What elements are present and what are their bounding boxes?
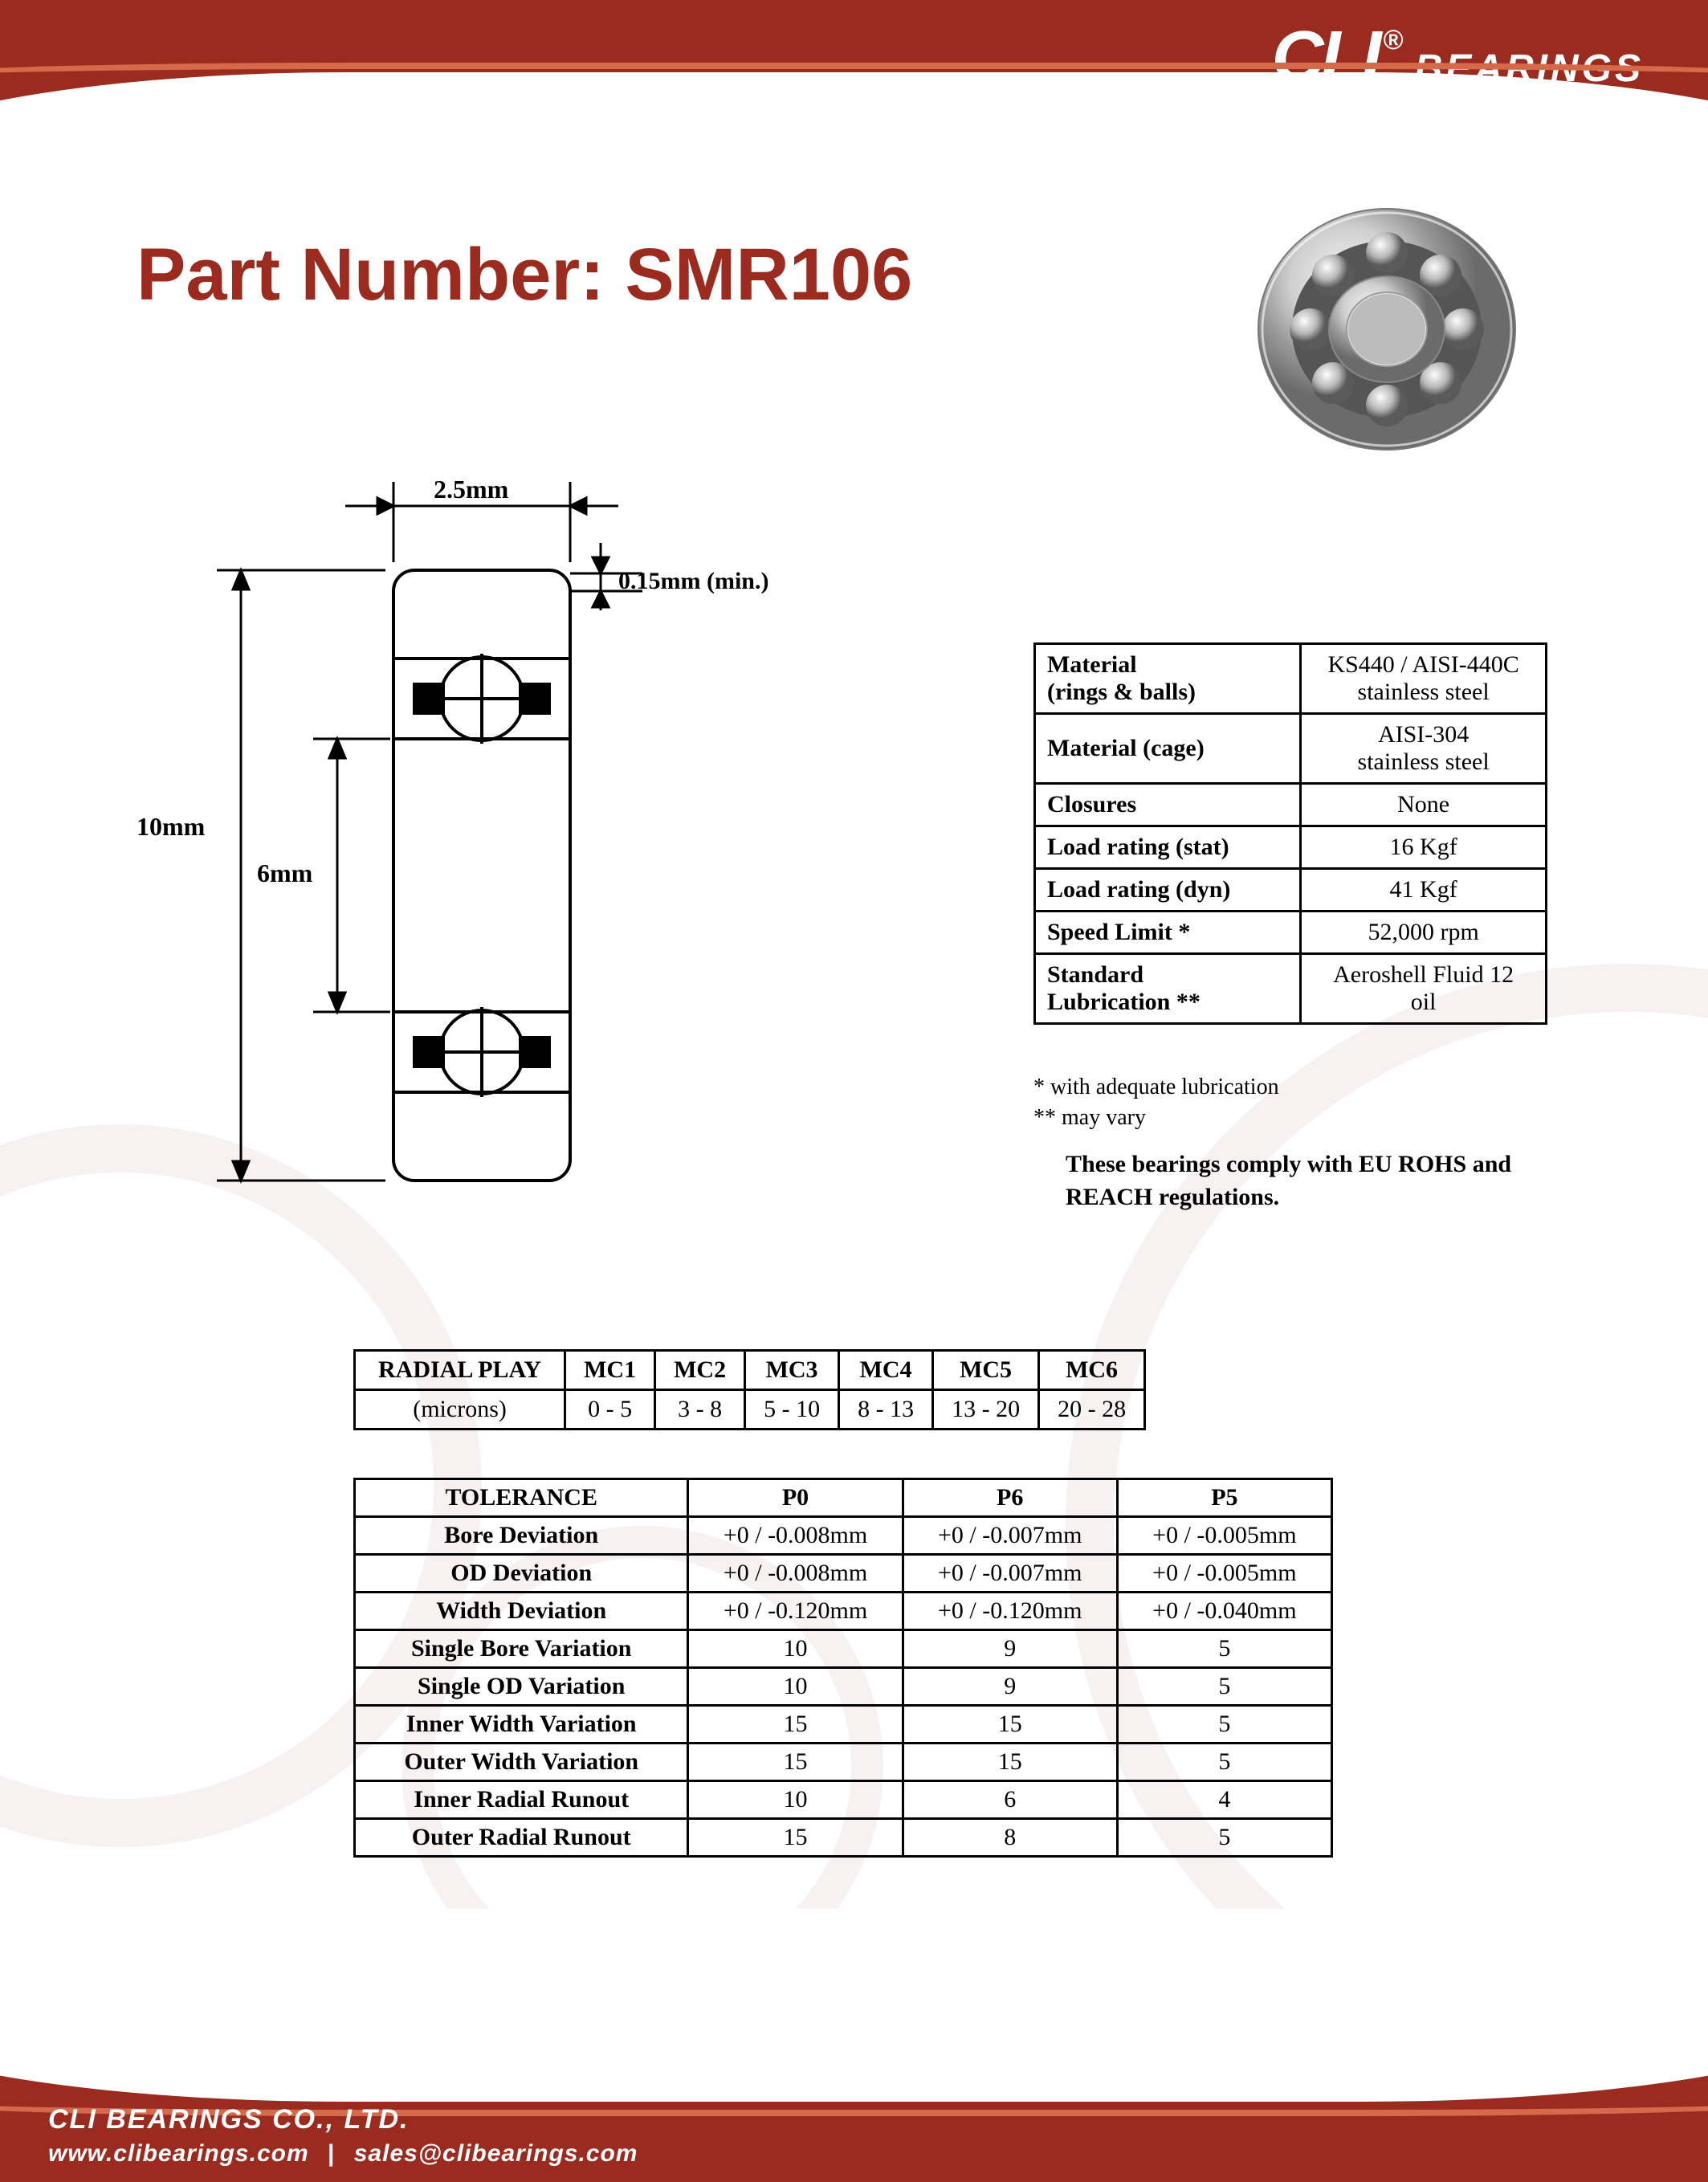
radial-col: MC6 (1039, 1351, 1145, 1390)
tol-cell: 10 (688, 1630, 903, 1668)
title-value: SMR106 (625, 234, 912, 316)
spec-label: Closures (1035, 784, 1301, 826)
tol-row-label: OD Deviation (355, 1555, 688, 1593)
radial-unit: (microns) (355, 1390, 565, 1430)
spec-label: Load rating (dyn) (1035, 869, 1301, 912)
dim-width: 2.5mm (434, 475, 509, 504)
radial-val: 5 - 10 (745, 1390, 839, 1430)
footer-swoosh (0, 1909, 1708, 2102)
tol-row-label: Width Deviation (355, 1593, 688, 1630)
dim-od: 10mm (137, 812, 206, 841)
tolerance-table: TOLERANCEP0P6P5 Bore Deviation+0 / -0.00… (353, 1478, 1333, 1858)
radial-col: MC4 (839, 1351, 933, 1390)
tol-cell: 10 (688, 1668, 903, 1706)
tol-col: P5 (1117, 1479, 1331, 1517)
spec-label: Material (rings & balls) (1035, 644, 1301, 714)
spec-value: 52,000 rpm (1301, 912, 1547, 954)
tol-cell: +0 / -0.007mm (903, 1517, 1117, 1555)
tol-cell: 15 (903, 1744, 1117, 1781)
radial-val: 8 - 13 (839, 1390, 933, 1430)
tol-cell: 5 (1117, 1668, 1331, 1706)
radial-val: 20 - 28 (1039, 1390, 1145, 1430)
tol-cell: 9 (903, 1630, 1117, 1668)
bearing-photo (1250, 193, 1523, 466)
spec-value: AISI-304 stainless steel (1301, 714, 1547, 784)
dim-id: 6mm (257, 859, 313, 887)
tol-cell: 15 (688, 1819, 903, 1857)
title-label: Part Number: (137, 234, 605, 316)
tol-row-label: Single Bore Variation (355, 1630, 688, 1668)
tol-cell: 9 (903, 1668, 1117, 1706)
footer-email: sales@clibearings.com (354, 2140, 638, 2167)
spec-footnotes: * with adequate lubrication ** may vary (1033, 1072, 1547, 1133)
spec-label: Standard Lubrication ** (1035, 954, 1301, 1024)
tol-cell: +0 / -0.007mm (903, 1555, 1117, 1593)
registered-mark: ® (1384, 25, 1404, 56)
spec-label: Load rating (stat) (1035, 826, 1301, 869)
spec-table: Material (rings & balls)KS440 / AISI-440… (1033, 642, 1547, 1025)
tol-cell: 5 (1117, 1744, 1331, 1781)
tol-cell: +0 / -0.008mm (688, 1555, 903, 1593)
spec-value: 41 Kgf (1301, 869, 1547, 912)
radial-col: MC1 (565, 1351, 655, 1390)
footer-separator: | (328, 2140, 335, 2167)
tol-header: TOLERANCE (355, 1479, 688, 1517)
radial-val: 13 - 20 (933, 1390, 1039, 1430)
header-banner: CLI ® BEARINGS (0, 0, 1708, 145)
tol-cell: 4 (1117, 1781, 1331, 1819)
tol-row-label: Inner Width Variation (355, 1706, 688, 1744)
tol-cell: +0 / -0.005mm (1117, 1555, 1331, 1593)
tol-cell: +0 / -0.120mm (688, 1593, 903, 1630)
tol-row-label: Single OD Variation (355, 1668, 688, 1706)
radial-col: MC5 (933, 1351, 1039, 1390)
tol-cell: +0 / -0.120mm (903, 1593, 1117, 1630)
tol-row-label: Outer Width Variation (355, 1744, 688, 1781)
tol-cell: 6 (903, 1781, 1117, 1819)
tol-col: P0 (688, 1479, 903, 1517)
tol-cell: +0 / -0.008mm (688, 1517, 903, 1555)
spec-label: Material (cage) (1035, 714, 1301, 784)
tol-cell: 5 (1117, 1630, 1331, 1668)
spec-value: None (1301, 784, 1547, 826)
spec-value: KS440 / AISI-440C stainless steel (1301, 644, 1547, 714)
tol-col: P6 (903, 1479, 1117, 1517)
footer-website: www.clibearings.com (48, 2140, 309, 2167)
tol-cell: +0 / -0.040mm (1117, 1593, 1331, 1630)
page-title: Part Number: SMR106 (137, 233, 912, 317)
tol-cell: 15 (688, 1706, 903, 1744)
tol-cell: 5 (1117, 1819, 1331, 1857)
radial-val: 3 - 8 (655, 1390, 745, 1430)
spec-value: 16 Kgf (1301, 826, 1547, 869)
tol-cell: 5 (1117, 1706, 1331, 1744)
compliance-note: These bearings comply with EU ROHS and R… (1066, 1148, 1580, 1213)
footer-text: CLI BEARINGS CO., LTD. www.clibearings.c… (48, 2104, 638, 2168)
footer-company: CLI BEARINGS CO., LTD. (48, 2104, 638, 2135)
footnote-2: ** may vary (1033, 1103, 1547, 1133)
dim-chamfer: 0.15mm (min.) (618, 568, 768, 594)
radial-col: MC3 (745, 1351, 839, 1390)
tol-row-label: Inner Radial Runout (355, 1781, 688, 1819)
footnote-1: * with adequate lubrication (1033, 1072, 1547, 1103)
spec-label: Speed Limit * (1035, 912, 1301, 954)
footer-banner: CLI BEARINGS CO., LTD. www.clibearings.c… (0, 2045, 1708, 2182)
tol-cell: 8 (903, 1819, 1117, 1857)
radial-col: MC2 (655, 1351, 745, 1390)
tol-cell: 15 (903, 1706, 1117, 1744)
radial-play-table: RADIAL PLAYMC1MC2MC3MC4MC5MC6 (microns)0… (353, 1349, 1146, 1430)
tol-cell: 15 (688, 1744, 903, 1781)
tol-cell: 10 (688, 1781, 903, 1819)
technical-drawing: 2.5mm 0.15mm (min.) 10mm 6mm (137, 394, 795, 1229)
spec-value: Aeroshell Fluid 12 oil (1301, 954, 1547, 1024)
tol-row-label: Outer Radial Runout (355, 1819, 688, 1857)
radial-val: 0 - 5 (565, 1390, 655, 1430)
tol-row-label: Bore Deviation (355, 1517, 688, 1555)
tol-cell: +0 / -0.005mm (1117, 1517, 1331, 1555)
radial-header: RADIAL PLAY (355, 1351, 565, 1390)
